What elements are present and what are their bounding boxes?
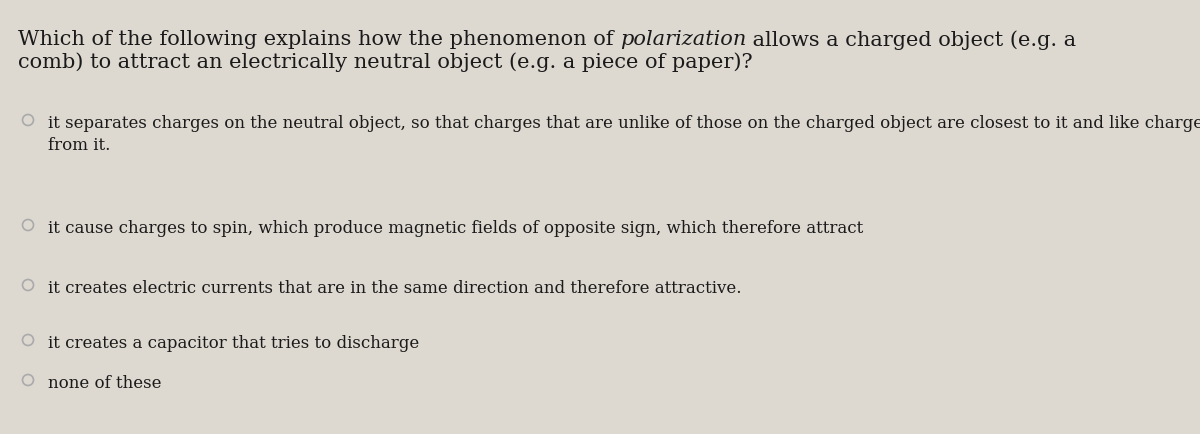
Text: comb) to attract an electrically neutral object (e.g. a piece of paper)?: comb) to attract an electrically neutral… <box>18 52 752 72</box>
Text: it separates charges on the neutral object, so that charges that are unlike of t: it separates charges on the neutral obje… <box>48 115 1200 154</box>
Text: polarization: polarization <box>620 30 746 49</box>
Text: Which of the following explains how the phenomenon of: Which of the following explains how the … <box>18 30 620 49</box>
Text: none of these: none of these <box>48 375 162 392</box>
Text: it creates a capacitor that tries to discharge: it creates a capacitor that tries to dis… <box>48 335 419 352</box>
Text: it cause charges to spin, which produce magnetic fields of opposite sign, which : it cause charges to spin, which produce … <box>48 220 863 237</box>
Text: allows a charged object (e.g. a: allows a charged object (e.g. a <box>746 30 1076 49</box>
Text: it creates electric currents that are in the same direction and therefore attrac: it creates electric currents that are in… <box>48 280 742 297</box>
